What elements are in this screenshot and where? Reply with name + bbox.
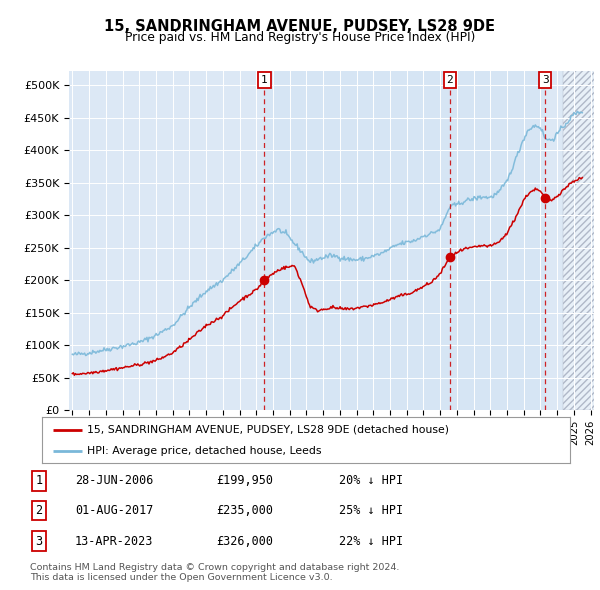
Text: 13-APR-2023: 13-APR-2023 <box>75 535 154 548</box>
Text: 1: 1 <box>261 75 268 85</box>
Text: £235,000: £235,000 <box>216 504 273 517</box>
Text: 3: 3 <box>35 535 43 548</box>
Text: 2: 2 <box>446 75 453 85</box>
Bar <box>563 65 596 410</box>
Text: 01-AUG-2017: 01-AUG-2017 <box>75 504 154 517</box>
Bar <box>563 65 596 410</box>
Text: £199,950: £199,950 <box>216 474 273 487</box>
Text: 15, SANDRINGHAM AVENUE, PUDSEY, LS28 9DE: 15, SANDRINGHAM AVENUE, PUDSEY, LS28 9DE <box>104 19 496 34</box>
Text: HPI: Average price, detached house, Leeds: HPI: Average price, detached house, Leed… <box>87 445 322 455</box>
Bar <box>265 71 545 410</box>
Text: 3: 3 <box>542 75 548 85</box>
Text: 15, SANDRINGHAM AVENUE, PUDSEY, LS28 9DE (detached house): 15, SANDRINGHAM AVENUE, PUDSEY, LS28 9DE… <box>87 425 449 435</box>
Text: 25% ↓ HPI: 25% ↓ HPI <box>339 504 403 517</box>
Text: 20% ↓ HPI: 20% ↓ HPI <box>339 474 403 487</box>
Text: £326,000: £326,000 <box>216 535 273 548</box>
Text: 22% ↓ HPI: 22% ↓ HPI <box>339 535 403 548</box>
Text: 1: 1 <box>35 474 43 487</box>
Text: Price paid vs. HM Land Registry's House Price Index (HPI): Price paid vs. HM Land Registry's House … <box>125 31 475 44</box>
Text: Contains HM Land Registry data © Crown copyright and database right 2024.
This d: Contains HM Land Registry data © Crown c… <box>30 563 400 582</box>
Text: 28-JUN-2006: 28-JUN-2006 <box>75 474 154 487</box>
Text: 2: 2 <box>35 504 43 517</box>
